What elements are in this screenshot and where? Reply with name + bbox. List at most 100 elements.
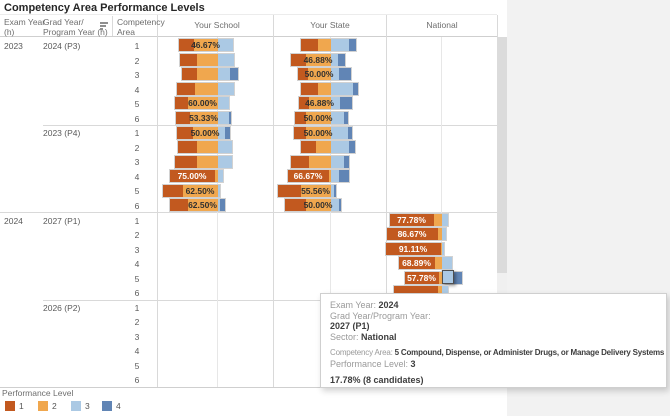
- bar-segment-level-1[interactable]: [290, 53, 306, 66]
- bar-segment-level-4[interactable]: [348, 141, 355, 154]
- bar-segment-level-1[interactable]: [385, 242, 441, 255]
- bar-segment-level-2[interactable]: [187, 199, 218, 212]
- bar-segment-level-3[interactable]: [217, 39, 233, 52]
- bar-segment-level-4[interactable]: [343, 155, 349, 168]
- bar-segment-level-4[interactable]: [338, 199, 341, 212]
- bar-segment-level-3[interactable]: [217, 126, 225, 139]
- bar-segment-level-3[interactable]: [217, 184, 220, 197]
- bar-school-area5[interactable]: 62.50%: [162, 184, 220, 197]
- bar-segment-level-3[interactable]: [441, 213, 448, 226]
- bar-state-area6[interactable]: 50.00%: [294, 111, 348, 124]
- competency-area-header[interactable]: 3: [134, 244, 140, 255]
- legend-swatch-level-1[interactable]: [5, 401, 15, 411]
- bar-segment-level-1[interactable]: [290, 155, 309, 168]
- bar-state-area3[interactable]: 50.00%: [297, 68, 351, 81]
- bar-segment-level-2[interactable]: [328, 170, 331, 183]
- bar-school-area1[interactable]: 50.00%: [176, 126, 230, 139]
- bar-segment-level-3[interactable]: [330, 82, 353, 95]
- bar-segment-level-4[interactable]: [337, 53, 345, 66]
- competency-area-header[interactable]: 3: [134, 331, 140, 342]
- exam-year-header[interactable]: 2024: [4, 215, 23, 226]
- competency-area-header[interactable]: 2: [134, 142, 140, 153]
- bar-segment-level-3[interactable]: [217, 141, 232, 154]
- competency-area-header[interactable]: 6: [134, 200, 140, 211]
- bar-segment-level-3[interactable]: [217, 53, 234, 66]
- bar-school-area5[interactable]: 60.00%: [174, 97, 229, 110]
- bar-segment-level-1[interactable]: [298, 97, 309, 110]
- bar-school-area1[interactable]: 46.67%: [178, 39, 233, 52]
- bar-state-area2[interactable]: [300, 141, 355, 154]
- legend-swatch-level-2[interactable]: [38, 401, 48, 411]
- bar-segment-level-4[interactable]: [348, 39, 356, 52]
- bar-state-area5[interactable]: 55.56%: [277, 184, 336, 197]
- bar-segment-level-2[interactable]: [315, 141, 331, 154]
- competency-area-header[interactable]: 6: [134, 288, 140, 299]
- bar-segment-level-1[interactable]: [169, 199, 188, 212]
- column-header-exam-year[interactable]: Exam Year (h): [4, 17, 46, 37]
- pane-header-national[interactable]: National: [426, 20, 458, 30]
- bar-segment-level-1[interactable]: [294, 111, 306, 124]
- bar-segment-level-4[interactable]: [352, 82, 358, 95]
- bar-segment-level-2[interactable]: [193, 39, 218, 52]
- pane-header-state[interactable]: Your State: [310, 20, 350, 30]
- bar-segment-level-3[interactable]: [330, 68, 339, 81]
- bar-segment-level-2[interactable]: [187, 97, 218, 110]
- competency-area-header[interactable]: 2: [134, 55, 140, 66]
- exam-year-header[interactable]: 2023: [4, 41, 23, 51]
- competency-area-header[interactable]: 3: [134, 157, 140, 168]
- bar-school-area3[interactable]: [181, 68, 238, 81]
- bar-segment-level-2[interactable]: [437, 228, 442, 241]
- competency-area-header[interactable]: 6: [134, 113, 140, 124]
- bar-state-area4[interactable]: 66.67%: [287, 170, 349, 183]
- competency-area-header[interactable]: 5: [134, 186, 140, 197]
- bar-segment-level-3[interactable]: [330, 126, 348, 139]
- bar-segment-level-2[interactable]: [182, 184, 218, 197]
- column-header-grad-year[interactable]: Grad Year/ Program Year (h): [43, 17, 108, 37]
- competency-area-header[interactable]: 4: [134, 171, 140, 182]
- bar-segment-level-3[interactable]: [441, 242, 444, 255]
- bar-segment-level-4[interactable]: [453, 271, 462, 284]
- bar-segment-level-1[interactable]: [293, 126, 306, 139]
- bar-segment-level-4[interactable]: [347, 126, 352, 139]
- bar-segment-level-2[interactable]: [317, 39, 331, 52]
- bar-segment-level-4[interactable]: [338, 170, 349, 183]
- grad-year-header[interactable]: 2027 (P1): [43, 215, 81, 226]
- bar-segment-level-2[interactable]: [433, 213, 442, 226]
- bar-school-area4[interactable]: 75.00%: [169, 170, 223, 183]
- bar-segment-level-1[interactable]: [162, 184, 183, 197]
- bar-segment-level-1[interactable]: [176, 126, 193, 139]
- bar-segment-level-1[interactable]: [300, 141, 316, 154]
- bar-segment-level-2[interactable]: [307, 68, 331, 81]
- bar-segment-level-2[interactable]: [196, 141, 218, 154]
- grad-year-header[interactable]: 2023 (P4): [43, 128, 81, 139]
- bar-segment-level-2[interactable]: [196, 155, 218, 168]
- bar-segment-level-1[interactable]: [174, 97, 188, 110]
- bar-segment-level-2[interactable]: [300, 184, 331, 197]
- competency-area-header[interactable]: 1: [134, 302, 140, 313]
- bar-segment-level-4[interactable]: [219, 199, 225, 212]
- bar-segment-level-2[interactable]: [194, 82, 218, 95]
- bar-segment-level-3[interactable]: [330, 155, 344, 168]
- bar-segment-level-2[interactable]: [196, 68, 218, 81]
- bar-segment-level-3[interactable]: [330, 170, 339, 183]
- bar-segment-level-2[interactable]: [308, 97, 331, 110]
- competency-area-header[interactable]: 1: [134, 128, 140, 139]
- bar-segment-level-2[interactable]: [305, 53, 331, 66]
- competency-area-header[interactable]: 2: [134, 317, 140, 328]
- bar-segment-level-2[interactable]: [192, 126, 218, 139]
- bar-segment-level-1[interactable]: [175, 111, 190, 124]
- bar-segment-level-1[interactable]: [284, 199, 306, 212]
- bar-segment-level-1[interactable]: [300, 82, 318, 95]
- bar-segment-level-3[interactable]: [330, 39, 349, 52]
- bar-state-area2[interactable]: 46.88%: [290, 53, 345, 66]
- bar-segment-level-2[interactable]: [305, 111, 331, 124]
- bar-school-area6[interactable]: 62.50%: [169, 199, 225, 212]
- scrollbar-thumb[interactable]: [497, 37, 507, 273]
- bar-state-area6[interactable]: 50.00%: [284, 199, 341, 212]
- bar-segment-level-1[interactable]: [176, 82, 195, 95]
- bar-state-area4[interactable]: [300, 82, 358, 95]
- bar-segment-level-2[interactable]: [440, 242, 442, 255]
- bar-segment-level-1[interactable]: [287, 170, 329, 183]
- bar-segment-level-3[interactable]: [217, 170, 223, 183]
- bar-segment-level-3[interactable]: [441, 269, 454, 284]
